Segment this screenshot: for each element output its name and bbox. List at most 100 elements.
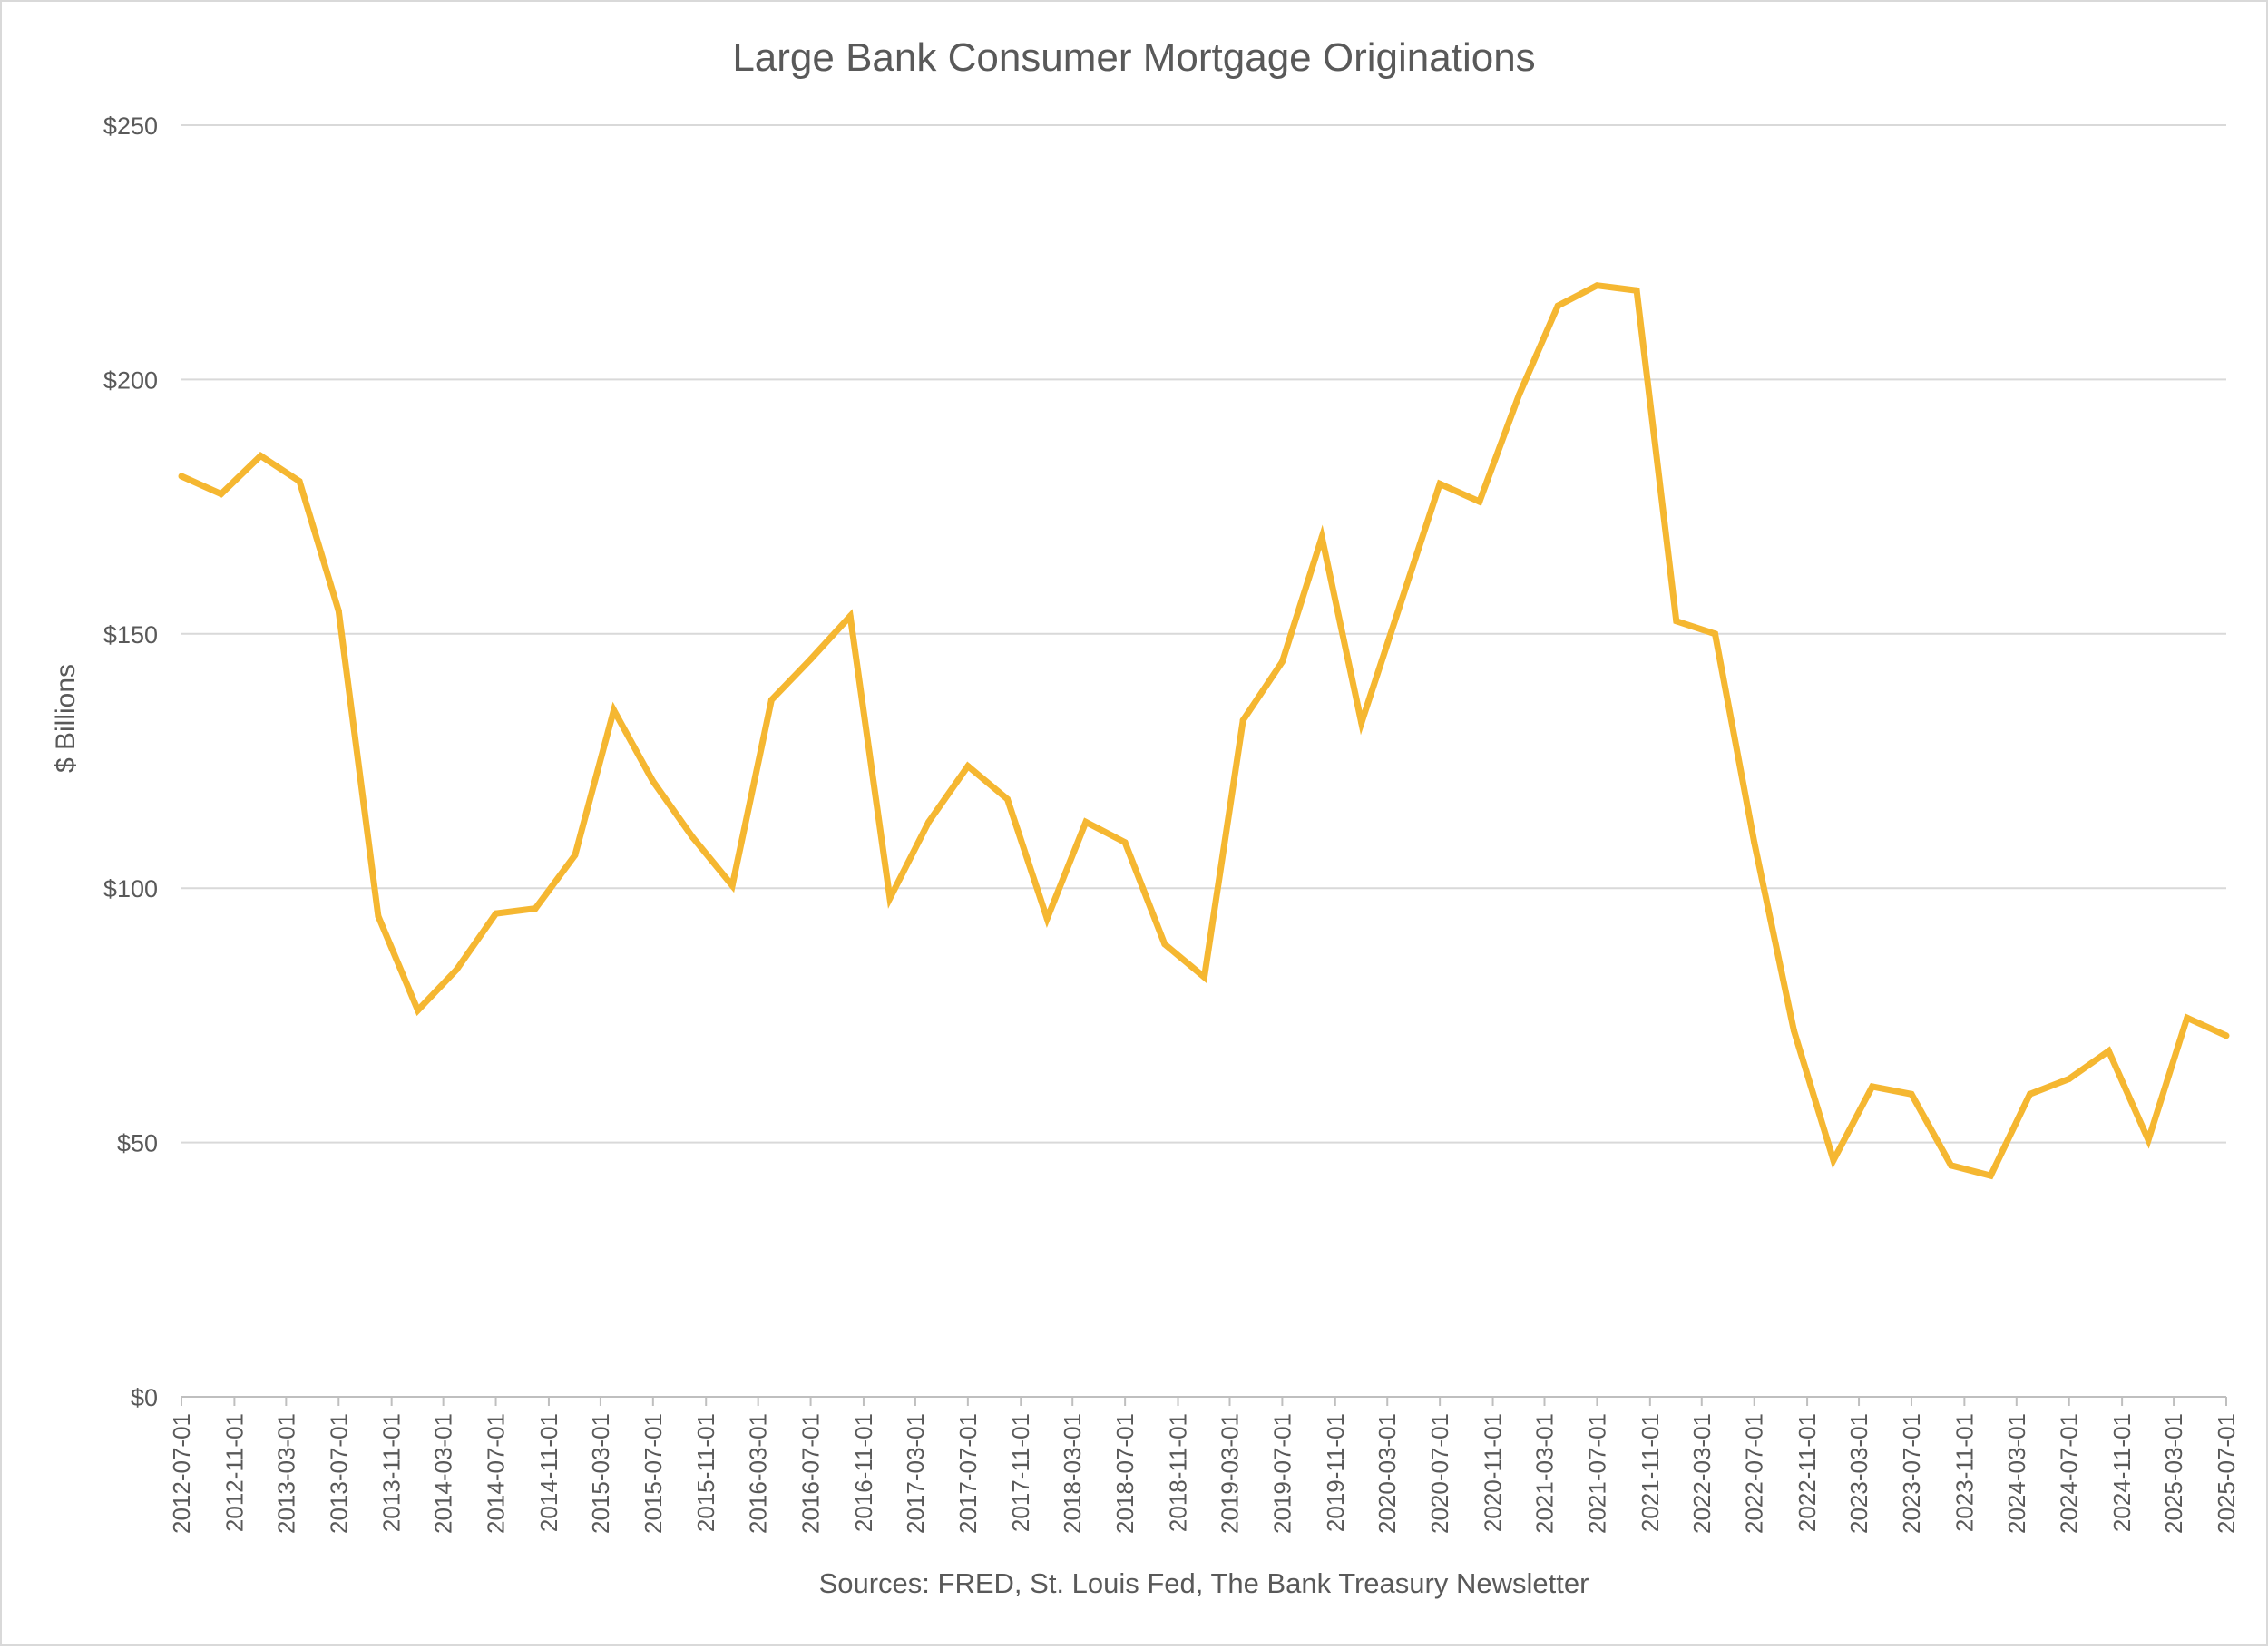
data-point bbox=[493, 910, 500, 917]
data-point bbox=[1201, 973, 1207, 981]
x-tick-label: 2018-11-01 bbox=[1165, 1413, 1192, 1532]
x-tick-label: 2013-07-01 bbox=[325, 1413, 352, 1534]
data-point bbox=[572, 852, 579, 859]
data-point bbox=[728, 882, 736, 889]
data-point bbox=[2223, 1032, 2230, 1039]
x-tick-label: 2017-07-01 bbox=[954, 1413, 982, 1534]
data-point bbox=[1436, 480, 1443, 487]
x-tick-label: 2019-11-01 bbox=[1322, 1413, 1349, 1532]
data-point bbox=[1278, 659, 1286, 666]
data-point bbox=[1869, 1083, 1876, 1090]
data-point bbox=[1673, 618, 1680, 625]
y-axis-label: $ Billions bbox=[51, 664, 81, 773]
data-point bbox=[1121, 839, 1129, 846]
series-layer bbox=[178, 282, 2230, 1180]
x-tick-label: 2019-03-01 bbox=[1216, 1413, 1243, 1534]
data-point bbox=[1712, 630, 1718, 638]
data-point bbox=[650, 777, 657, 785]
data-point bbox=[1633, 287, 1640, 294]
x-tick-label: 2021-03-01 bbox=[1531, 1413, 1559, 1534]
data-point bbox=[1358, 719, 1365, 727]
x-tick-label: 2014-11-01 bbox=[535, 1413, 562, 1532]
x-tick-label: 2024-07-01 bbox=[2056, 1413, 2083, 1534]
x-tick-label: 2020-11-01 bbox=[1480, 1413, 1507, 1532]
data-point bbox=[1554, 302, 1561, 309]
data-point bbox=[2027, 1090, 2033, 1098]
x-tick-label: 2013-11-01 bbox=[378, 1413, 406, 1532]
x-tick-label: 2022-11-01 bbox=[1794, 1413, 1821, 1532]
x-tick-label: 2016-03-01 bbox=[745, 1413, 772, 1534]
x-tick-label: 2014-03-01 bbox=[430, 1413, 457, 1534]
data-point bbox=[2066, 1076, 2073, 1082]
x-tick-label: 2019-07-01 bbox=[1268, 1413, 1295, 1534]
x-tick-label: 2021-11-01 bbox=[1637, 1413, 1664, 1532]
data-point bbox=[1082, 818, 1090, 825]
x-tick-label: 2020-07-01 bbox=[1426, 1413, 1453, 1534]
data-point bbox=[1751, 839, 1758, 846]
chart-title: Large Bank Consumer Mortgage Origination… bbox=[732, 35, 1535, 80]
x-tick-label: 2022-07-01 bbox=[1741, 1413, 1768, 1534]
x-tick-label: 2024-03-01 bbox=[2003, 1413, 2030, 1534]
data-point bbox=[2105, 1048, 2112, 1055]
x-tick-label: 2012-11-01 bbox=[220, 1413, 248, 1532]
data-point bbox=[1476, 498, 1483, 505]
y-tick-label: $200 bbox=[103, 366, 158, 394]
y-tick-label: $250 bbox=[103, 112, 158, 140]
data-point bbox=[532, 905, 539, 912]
data-point bbox=[1516, 391, 1522, 398]
data-point bbox=[1593, 282, 1600, 289]
x-tick-label: 2023-11-01 bbox=[1950, 1413, 1978, 1532]
data-point bbox=[689, 834, 696, 841]
x-tick-label: 2021-07-01 bbox=[1583, 1413, 1610, 1534]
data-point bbox=[1004, 795, 1011, 803]
x-tick-label: 2012-07-01 bbox=[168, 1413, 195, 1534]
x-tick-label: 2014-07-01 bbox=[483, 1413, 510, 1534]
data-point bbox=[1239, 717, 1246, 724]
data-point bbox=[257, 453, 264, 459]
data-point bbox=[846, 612, 854, 620]
y-tick-label: $0 bbox=[131, 1384, 158, 1411]
data-point bbox=[925, 818, 933, 825]
data-point bbox=[1987, 1172, 1994, 1179]
x-tick-label: 2023-07-01 bbox=[1898, 1413, 1925, 1534]
x-axis-ticks: 2012-07-01 2012-11-01 2013-03-01 2013-07-01… bbox=[168, 1397, 2240, 1534]
data-point bbox=[611, 707, 618, 714]
source-note: Sources: FRED, St. Louis Fed, The Bank T… bbox=[819, 1567, 1589, 1599]
x-tick-label: 2025-07-01 bbox=[2213, 1413, 2240, 1534]
y-axis-ticks: $0 $50 $100 $150 $200 $250 bbox=[103, 112, 158, 1411]
data-point bbox=[964, 763, 972, 770]
data-point bbox=[1908, 1090, 1915, 1098]
x-tick-label: 2020-03-01 bbox=[1374, 1413, 1401, 1534]
data-point bbox=[1318, 533, 1325, 541]
data-point bbox=[2145, 1137, 2152, 1144]
x-tick-label: 2015-11-01 bbox=[692, 1413, 719, 1532]
data-point bbox=[1397, 600, 1404, 607]
data-point bbox=[1948, 1162, 1955, 1169]
x-tick-label: 2013-03-01 bbox=[272, 1413, 299, 1534]
data-point bbox=[1790, 1027, 1797, 1034]
x-tick-label: 2018-07-01 bbox=[1111, 1413, 1139, 1534]
x-tick-label: 2015-03-01 bbox=[587, 1413, 614, 1534]
data-point bbox=[807, 656, 815, 663]
x-tick-label: 2016-07-01 bbox=[797, 1413, 825, 1534]
data-point bbox=[375, 912, 382, 920]
y-tick-label: $100 bbox=[103, 875, 158, 903]
x-tick-label: 2018-03-01 bbox=[1059, 1413, 1086, 1534]
y-tick-label: $150 bbox=[103, 621, 158, 649]
x-tick-label: 2017-11-01 bbox=[1007, 1413, 1034, 1532]
x-tick-label: 2022-03-01 bbox=[1688, 1413, 1716, 1534]
data-point bbox=[1161, 941, 1168, 948]
gridlines bbox=[181, 124, 2226, 1144]
data-point bbox=[1830, 1156, 1837, 1164]
data-point bbox=[767, 697, 775, 704]
series-line bbox=[180, 282, 2228, 1180]
x-tick-label: 2015-07-01 bbox=[640, 1413, 667, 1534]
data-point bbox=[296, 478, 303, 485]
x-tick-label: 2016-11-01 bbox=[850, 1413, 877, 1532]
data-point bbox=[886, 894, 894, 902]
data-point bbox=[218, 491, 225, 498]
x-tick-label: 2023-03-01 bbox=[1845, 1413, 1872, 1534]
y-tick-label: $50 bbox=[117, 1130, 158, 1157]
